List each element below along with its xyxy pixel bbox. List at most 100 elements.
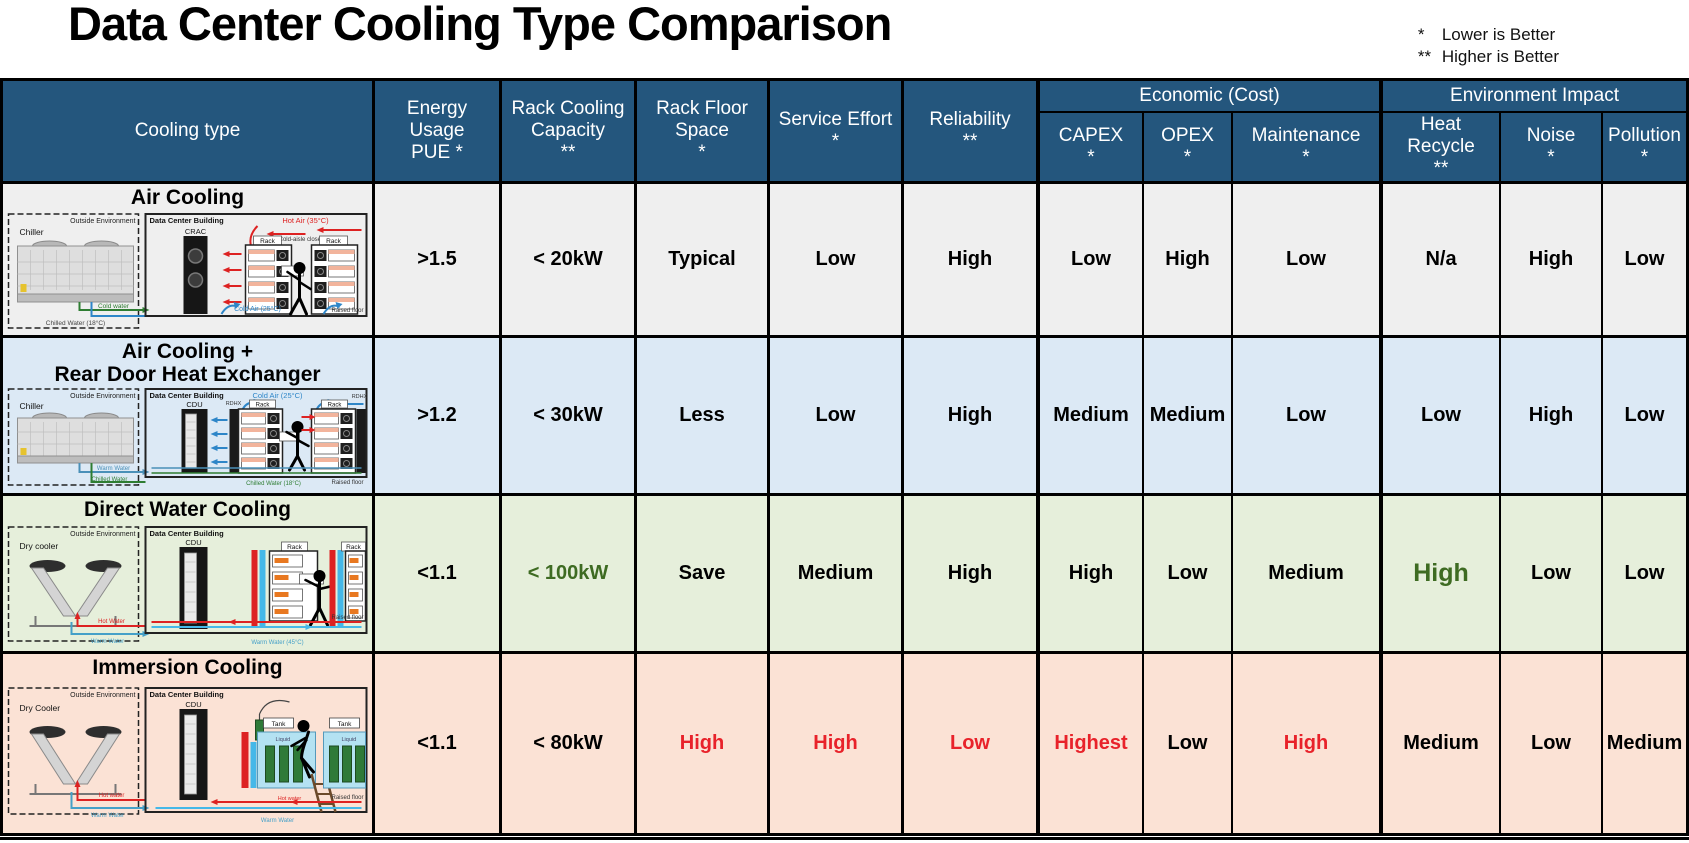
- svg-text:Warm Water: Warm Water: [261, 818, 294, 824]
- legend-line-higher: ** Higher is Better: [1417, 47, 1559, 67]
- value-cell: <1.1: [372, 496, 499, 651]
- value-cell: < 100kW: [499, 496, 634, 651]
- value-cell: Less: [634, 338, 767, 493]
- value-cell: Low: [1601, 496, 1686, 651]
- value-cell: High: [901, 338, 1036, 493]
- col-header-maintenance: Maintenance *: [1231, 113, 1379, 181]
- svg-text:Outside Environment: Outside Environment: [70, 531, 135, 538]
- row-title-line2: Rear Door Heat Exchanger: [54, 362, 321, 386]
- value-cell: N/a: [1379, 184, 1499, 335]
- svg-text:Liquid: Liquid: [342, 737, 357, 743]
- value-cell: Medium: [1036, 338, 1142, 493]
- svg-text:Rack: Rack: [260, 238, 276, 245]
- value-cell: Low: [1231, 338, 1379, 493]
- svg-text:Outside Environment: Outside Environment: [70, 393, 135, 400]
- rdhx-cooling-diagram: Outside Environment Chiller Warm Water C…: [7, 388, 368, 487]
- col-header-reliability: Reliability **: [901, 81, 1036, 181]
- svg-text:Chilled Water (18°C): Chilled Water (18°C): [46, 319, 105, 327]
- value-cell: Medium: [1231, 496, 1379, 651]
- svg-text:Dry Cooler: Dry Cooler: [20, 703, 61, 713]
- svg-text:Data Center Building: Data Center Building: [150, 690, 225, 699]
- value-cell: High: [1379, 496, 1499, 651]
- immersion-cooling-diagram: Outside Environment Dry Cooler Hot water…: [7, 686, 368, 824]
- row-title: Immersion Cooling: [92, 656, 283, 679]
- col-header-capex: CAPEX *: [1036, 113, 1142, 181]
- value-cell: Low: [901, 654, 1036, 833]
- svg-text:CDU: CDU: [185, 538, 201, 547]
- table-header: Cooling type Energy Usage PUE * Rack Cooli…: [3, 81, 1686, 181]
- value-cell: Typical: [634, 184, 767, 335]
- value-cell: >1.2: [372, 338, 499, 493]
- svg-text:Raised floor: Raised floor: [331, 795, 363, 801]
- value-cell: Medium: [1142, 338, 1231, 493]
- value-cell: Low: [1142, 654, 1231, 833]
- svg-text:CDU: CDU: [185, 700, 201, 709]
- svg-text:Liquid: Liquid: [276, 737, 291, 743]
- table-row: Direct Water Cooling Outside Environment…: [3, 493, 1686, 651]
- svg-text:RDHX: RDHX: [352, 394, 368, 400]
- svg-text:Rack: Rack: [346, 544, 362, 551]
- svg-text:Rack: Rack: [256, 403, 271, 409]
- svg-text:Data Center Building: Data Center Building: [150, 529, 225, 538]
- cooling-type-cell: Immersion Cooling Outside Environment Dr…: [3, 654, 372, 833]
- svg-text:Tank: Tank: [338, 721, 352, 728]
- table-row: Immersion Cooling Outside Environment Dr…: [3, 651, 1686, 833]
- svg-text:Raised floor: Raised floor: [331, 615, 363, 621]
- value-cell: < 20kW: [499, 184, 634, 335]
- value-cell: High: [901, 184, 1036, 335]
- value-cell: Low: [1142, 496, 1231, 651]
- row-title: Air Cooling: [130, 186, 245, 209]
- svg-text:Warm Water: Warm Water: [97, 466, 130, 472]
- value-cell: Low: [1601, 184, 1686, 335]
- cooling-type-cell: Direct Water Cooling Outside Environment…: [3, 496, 372, 651]
- value-cell: Low: [1499, 654, 1601, 833]
- svg-text:Cold-aisle closed: Cold-aisle closed: [279, 237, 325, 243]
- value-cell: Low: [1231, 184, 1379, 335]
- legend-line-lower: * Lower is Better: [1417, 25, 1556, 44]
- row-title: Air Cooling +: [121, 340, 254, 363]
- svg-text:Chilled Water: Chilled Water: [92, 477, 128, 483]
- svg-text:RDHX: RDHX: [226, 401, 242, 407]
- value-cell: Save: [634, 496, 767, 651]
- value-cell: <1.1: [372, 654, 499, 833]
- col-header-noise: Noise *: [1499, 113, 1601, 181]
- value-cell: Low: [1499, 496, 1601, 651]
- value-cell: < 80kW: [499, 654, 634, 833]
- page-title: Data Center Cooling Type Comparison: [68, 0, 892, 50]
- direct-water-cooling-diagram: Outside Environment Dry cooler Hot Water…: [7, 525, 368, 646]
- svg-text:CRAC: CRAC: [185, 227, 207, 236]
- value-cell: Highest: [1036, 654, 1142, 833]
- comparison-table: Cooling type Energy Usage PUE * Rack Cooli…: [0, 78, 1689, 836]
- svg-text:Cold Air (25°C): Cold Air (25°C): [252, 391, 303, 400]
- value-cell: High: [901, 496, 1036, 651]
- svg-text:Hot water: Hot water: [278, 796, 302, 802]
- svg-text:Chiller: Chiller: [20, 401, 44, 411]
- table-row: Air Cooling + Rear Door Heat Exchanger O…: [3, 335, 1686, 493]
- value-cell: High: [1231, 654, 1379, 833]
- cooling-type-cell: Air Cooling + Rear Door Heat Exchanger O…: [3, 338, 372, 493]
- svg-text:Hot Air (35°C): Hot Air (35°C): [282, 216, 329, 225]
- svg-text:Rack: Rack: [287, 544, 303, 551]
- value-cell: High: [1142, 184, 1231, 335]
- svg-text:Warm Water: Warm Water: [91, 639, 124, 645]
- value-cell: High: [1499, 184, 1601, 335]
- col-header-opex: OPEX *: [1142, 113, 1231, 181]
- air-cooling-diagram: Outside Environment Chiller Cold water C…: [7, 212, 368, 329]
- col-header-cooling-type: Cooling type: [134, 119, 241, 141]
- value-cell: Low: [1379, 338, 1499, 493]
- value-cell: High: [1499, 338, 1601, 493]
- row-title: Direct Water Cooling: [84, 498, 291, 521]
- svg-text:CDU: CDU: [186, 400, 202, 409]
- value-cell: Low: [1036, 184, 1142, 335]
- value-cell: Medium: [767, 496, 901, 651]
- svg-text:Rack: Rack: [326, 238, 342, 245]
- value-cell: Medium: [1379, 654, 1499, 833]
- svg-text:Hot water: Hot water: [99, 793, 125, 799]
- svg-text:Rack: Rack: [328, 403, 343, 409]
- svg-text:Dry cooler: Dry cooler: [20, 541, 59, 551]
- svg-text:Hot Water: Hot Water: [98, 619, 125, 625]
- svg-text:Chiller: Chiller: [20, 227, 44, 237]
- col-header-rack-floor-space: Rack Floor Space *: [634, 81, 767, 181]
- value-cell: High: [767, 654, 901, 833]
